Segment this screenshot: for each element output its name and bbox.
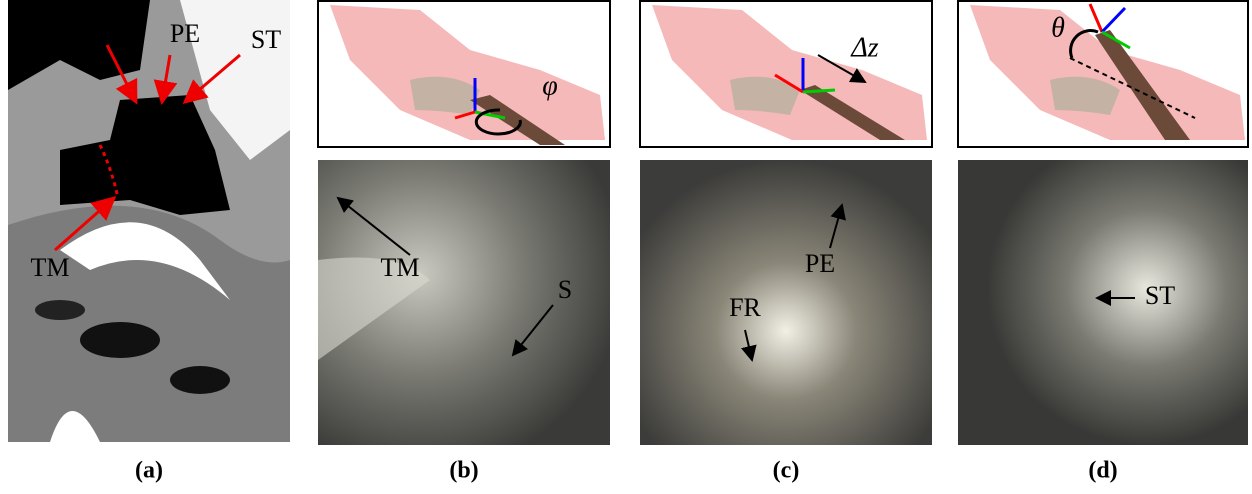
panel-d: θ ST [958,1,1248,445]
label: PE [170,19,200,48]
page: FR PE ST TM (a) φ TM S (b) Δz [0,0,1252,494]
caption: (b) [449,458,478,484]
caption: (a) [135,458,163,484]
label: ST [1145,281,1175,310]
label: TM [381,253,420,282]
rotation-symbol: φ [542,70,558,101]
label: FR [729,293,761,322]
figure: FR PE ST TM (a) φ TM S (b) Δz [0,0,1252,494]
caption: (d) [1088,458,1117,484]
panel-b: φ TM S [318,1,610,445]
label: ST [251,25,281,54]
tilt-symbol: θ [1051,12,1065,43]
label: FR [84,25,116,54]
ct-panel: FR PE ST TM [8,0,290,442]
translation-symbol: Δz [850,32,878,63]
label: PE [805,249,835,278]
panel-c: Δz PE FR [640,1,932,445]
label: TM [31,253,70,282]
label: S [558,275,572,304]
caption: (c) [773,458,800,484]
